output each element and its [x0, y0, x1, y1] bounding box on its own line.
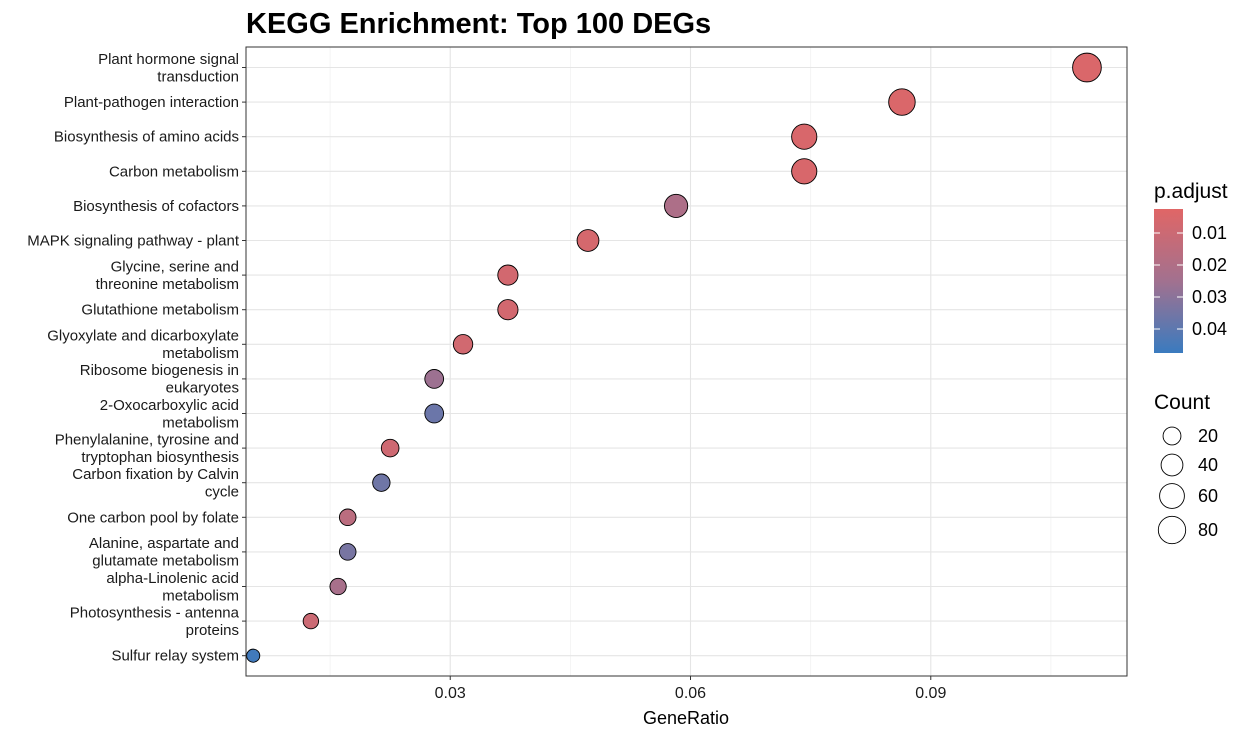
data-point	[497, 299, 519, 321]
data-point	[497, 264, 519, 286]
y-tick-label: Biosynthesis of cofactors	[73, 198, 239, 215]
y-axis: Plant hormone signal transduction Plant-pa…	[27, 51, 246, 665]
data-point	[329, 577, 347, 596]
x-axis: 0.03 0.06 0.09	[435, 676, 946, 702]
color-legend: p.adjust 0.01 0.02 0.03 0.04	[1154, 180, 1228, 353]
data-point	[664, 193, 689, 218]
y-tick-label: MAPK signaling pathway - plant	[27, 233, 240, 250]
y-tick-label: Sulfur relay system	[111, 648, 239, 665]
size-legend-label: 80	[1198, 520, 1218, 540]
y-tick-label: Phenylalanine, tyrosine and tryptophan bi…	[55, 431, 239, 466]
data-point	[452, 334, 474, 355]
size-legend-circle	[1160, 453, 1184, 477]
plot-panel-border	[245, 46, 1128, 677]
y-tick-label: Photosynthesis - antenna proteins	[70, 604, 240, 639]
data-point	[302, 612, 320, 630]
color-legend-label: 0.03	[1192, 287, 1227, 307]
data-point	[1072, 52, 1102, 83]
data-point	[888, 88, 916, 116]
size-legend: Count 20 40 60 80	[1154, 391, 1218, 545]
y-tick-label: Biosynthesis of amino acids	[54, 129, 239, 146]
y-tick-label: Plant hormone signal transduction	[98, 51, 239, 86]
x-axis-title: GeneRatio	[643, 708, 729, 728]
data-points	[246, 52, 1102, 663]
data-point	[791, 158, 818, 185]
color-legend-label: 0.02	[1192, 255, 1227, 275]
size-legend-circle	[1159, 483, 1185, 509]
x-tick-label: 0.09	[915, 685, 946, 702]
color-legend-title: p.adjust	[1154, 180, 1228, 203]
y-tick-label: Ribosome biogenesis in eukaryotes	[80, 362, 239, 397]
y-tick-label: alpha-Linolenic acid metabolism	[106, 570, 239, 605]
size-legend-label: 20	[1198, 426, 1218, 446]
data-point	[424, 369, 445, 389]
size-legend-circle	[1157, 515, 1187, 545]
plot-panel-background	[246, 47, 1127, 676]
data-point	[372, 473, 391, 492]
size-legend-label: 40	[1198, 455, 1218, 475]
data-point	[576, 229, 600, 252]
y-tick-label: Glycine, serine and threonine metabolism	[96, 258, 239, 293]
size-legend-title: Count	[1154, 391, 1210, 414]
data-point	[246, 648, 261, 663]
data-point	[424, 403, 445, 424]
y-tick-label: One carbon pool by folate	[67, 509, 239, 526]
data-point	[338, 543, 357, 561]
y-tick-label: Carbon metabolism	[109, 163, 239, 180]
x-tick-label: 0.06	[675, 685, 706, 702]
y-tick-label: Alanine, aspartate and glutamate metaboli…	[89, 535, 239, 570]
color-legend-gradient-bar	[1154, 209, 1183, 353]
data-point	[338, 508, 357, 527]
x-tick-label: 0.03	[435, 685, 466, 702]
color-legend-label: 0.01	[1192, 223, 1227, 243]
color-legend-label: 0.04	[1192, 319, 1227, 339]
size-legend-label: 60	[1198, 486, 1218, 506]
y-tick-label: Plant-pathogen interaction	[64, 94, 239, 111]
chart-title: KEGG Enrichment: Top 100 DEGs	[246, 8, 711, 40]
y-tick-label: Carbon fixation by Calvin cycle	[72, 466, 239, 501]
size-legend-circle	[1162, 426, 1182, 446]
gridlines	[246, 47, 1127, 676]
data-point	[380, 438, 400, 458]
y-tick-label: Glyoxylate and dicarboxylate metabolism	[47, 328, 239, 363]
y-tick-label: 2-Oxocarboxylic acid metabolism	[100, 397, 239, 432]
y-tick-label: Glutathione metabolism	[81, 302, 239, 319]
data-point	[791, 123, 818, 150]
